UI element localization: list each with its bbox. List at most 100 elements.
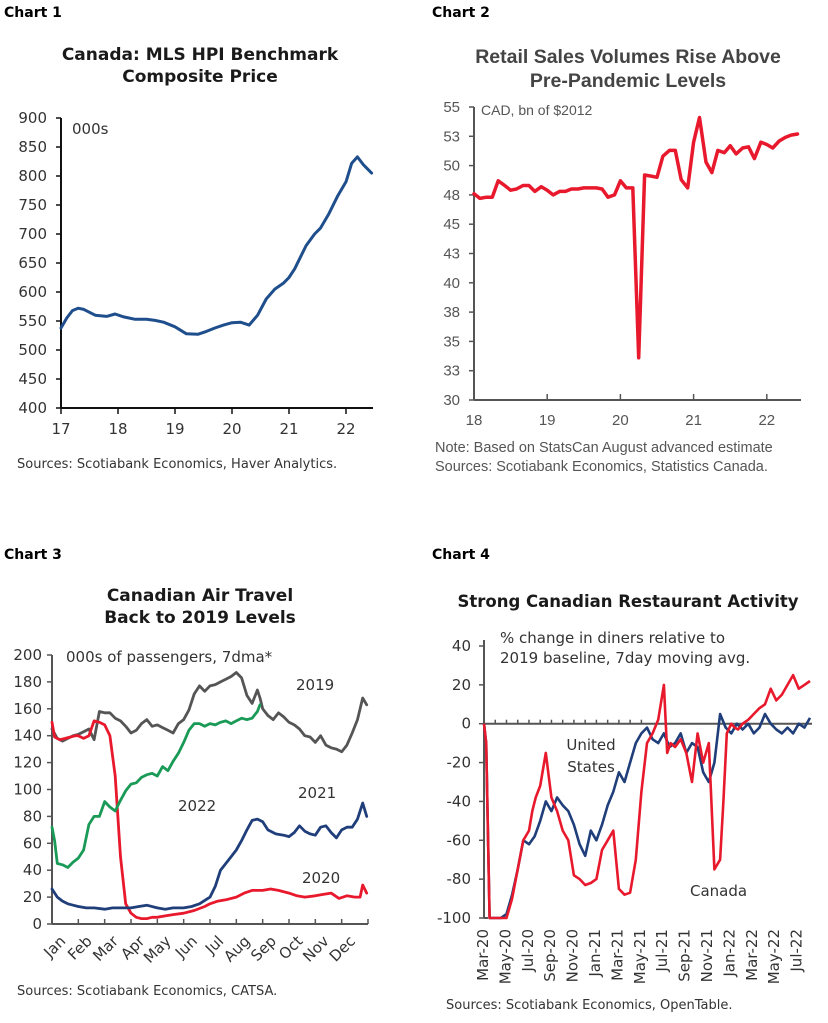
x-tick-label: May-22 [765, 929, 783, 984]
y-tick-label: 38 [443, 304, 460, 321]
x-tick-label: Jan-21 [586, 929, 604, 978]
y-tick-label: 450 [18, 370, 47, 388]
y-tick-label: 48 [443, 187, 460, 204]
x-tick-label: Sep-20 [541, 929, 559, 982]
y-tick-label: 53 [443, 128, 460, 145]
x-tick-label: Sep-21 [676, 929, 694, 982]
unit-label: 000s of passengers, 7dma* [66, 648, 273, 666]
chart3-title-line1: Canadian Air Travel [106, 586, 294, 606]
x-tick-label: 19 [165, 420, 184, 438]
y-tick-label: 33 [443, 363, 460, 380]
x-tick-label: 20 [612, 412, 629, 429]
x-tick-label: 19 [539, 412, 556, 429]
unit-label-line1: % change in diners relative to [500, 629, 725, 647]
y-tick-label: -20 [447, 754, 472, 772]
x-tick-label: Nov-20 [564, 929, 582, 982]
y-tick-label: -100 [437, 909, 471, 927]
chart4-panel-label: Chart 4 [432, 547, 490, 563]
y-tick-label: 750 [18, 196, 47, 214]
chart4-title-line1: Strong Canadian Restaurant Activity [457, 592, 799, 611]
series-line-mls-hpi-composite-price [59, 155, 374, 336]
y-tick-label: 100 [13, 781, 42, 799]
x-tick-label: 22 [758, 412, 775, 429]
y-tick-label: 900 [18, 109, 47, 127]
x-tick-label: 21 [685, 412, 702, 429]
x-tick-label: 18 [108, 420, 127, 438]
x-tick-label: Mar-22 [743, 929, 761, 981]
chart1-plot: 400 450 500 550 600 650 700 750 800 850 900 17 18 19 2… [18, 109, 374, 438]
y-tick-label: 20 [23, 888, 42, 906]
y-tick-label: -40 [447, 792, 472, 810]
y-tick-label: 500 [18, 341, 47, 359]
y-tick-label: 40 [452, 637, 471, 655]
series-line-2020 [50, 719, 369, 920]
chart3-panel-label: Chart 3 [4, 547, 62, 563]
series-line-2021 [50, 801, 369, 911]
unit-label: CAD, bn of $2012 [481, 102, 593, 118]
chart2-plot: 30 33 35 38 40 43 45 48 50 53 55 18 19 20 21 22 CAD, bn … [443, 99, 801, 429]
y-tick-label: 650 [18, 254, 47, 272]
chart3-source: Sources: Scotiabank Economics, CATSA. [17, 984, 278, 999]
chart1-title: Canada: MLS HPI Benchmark Composite Pric… [40, 44, 360, 88]
y-tick-label: 20 [452, 676, 471, 694]
y-tick-label: 40 [23, 861, 42, 879]
chart1-title-line2: Composite Price [122, 67, 278, 88]
chart2-panel-label: Chart 2 [432, 5, 490, 21]
y-tick-label: 0 [461, 715, 471, 733]
unit-label: 000s [72, 120, 109, 138]
chart3-plot: 020406080100120140160180200JanFebMarAprM… [13, 646, 369, 967]
y-tick-label: 40 [443, 275, 460, 292]
y-tick-label: 600 [18, 283, 47, 301]
y-tick-label: -60 [447, 831, 472, 849]
chart2-title: Retail Sales Volumes Rise Above Pre-Pand… [430, 45, 826, 94]
x-tick-label: 22 [336, 420, 355, 438]
y-tick-label: 140 [13, 727, 42, 745]
annotation-united-states-line2: States [567, 758, 615, 776]
chart3-title-line2: Back to 2019 Levels [104, 608, 296, 629]
y-tick-label: 180 [13, 673, 42, 691]
x-tick-label: 20 [222, 420, 241, 438]
y-tick-label: -80 [447, 870, 472, 888]
series-line-canada [482, 673, 811, 920]
y-tick-label: 60 [23, 834, 42, 852]
y-tick-label: 0 [32, 915, 42, 933]
y-tick-label: 50 [443, 158, 460, 175]
annotation-canada: Canada [690, 882, 747, 900]
x-tick-label: 21 [279, 420, 298, 438]
chart2-note: Note: Based on StatsCan August advanced … [435, 440, 773, 456]
y-tick-label: 30 [443, 392, 460, 409]
unit-label-line2: 2019 baseline, 7day moving avg. [500, 649, 750, 667]
chart4-source: Sources: Scotiabank Economics, OpenTable… [446, 998, 733, 1013]
x-tick-label: Jul-22 [788, 929, 806, 973]
y-tick-label: 800 [18, 167, 47, 185]
series-line-2019 [50, 671, 369, 754]
chart3-title: Canadian Air Travel Back to 2019 Levels [40, 585, 360, 629]
y-tick-label: 80 [23, 807, 42, 825]
x-tick-label: Mar-20 [474, 929, 492, 981]
y-tick-label: 700 [18, 225, 47, 243]
chart1-title-line1: Canada: MLS HPI Benchmark [61, 45, 339, 65]
x-tick-label: Jul-20 [519, 929, 537, 973]
chart4-title: Strong Canadian Restaurant Activity [430, 591, 826, 612]
y-tick-label: 400 [18, 399, 47, 417]
chart2-title-line2: Pre-Pandemic Levels [529, 70, 727, 93]
x-tick-label: Jul-21 [653, 929, 671, 973]
chart2-title-line1: Retail Sales Volumes Rise Above [475, 46, 781, 68]
y-tick-label: 35 [443, 333, 460, 350]
x-tick-label: May-20 [496, 929, 514, 984]
y-tick-label: 850 [18, 138, 47, 156]
chart1-source: Sources: Scotiabank Economics, Haver Ana… [17, 457, 338, 472]
chart2-source: Sources: Scotiabank Economics, Statistic… [435, 459, 768, 475]
series-annotation-2019: 2019 [296, 676, 334, 694]
y-tick-label: 45 [443, 216, 460, 233]
series-annotation-2020: 2020 [302, 869, 340, 887]
x-tick-label: 17 [51, 420, 70, 438]
annotation-united-states-line1: United [566, 736, 615, 754]
y-tick-label: 160 [13, 700, 42, 718]
chart1-panel-label: Chart 1 [4, 5, 62, 21]
y-tick-label: 43 [443, 246, 460, 263]
series-line-retail-sales-volumes [472, 115, 800, 360]
series-annotation-2021: 2021 [298, 784, 336, 802]
series-line-2022 [50, 703, 262, 869]
